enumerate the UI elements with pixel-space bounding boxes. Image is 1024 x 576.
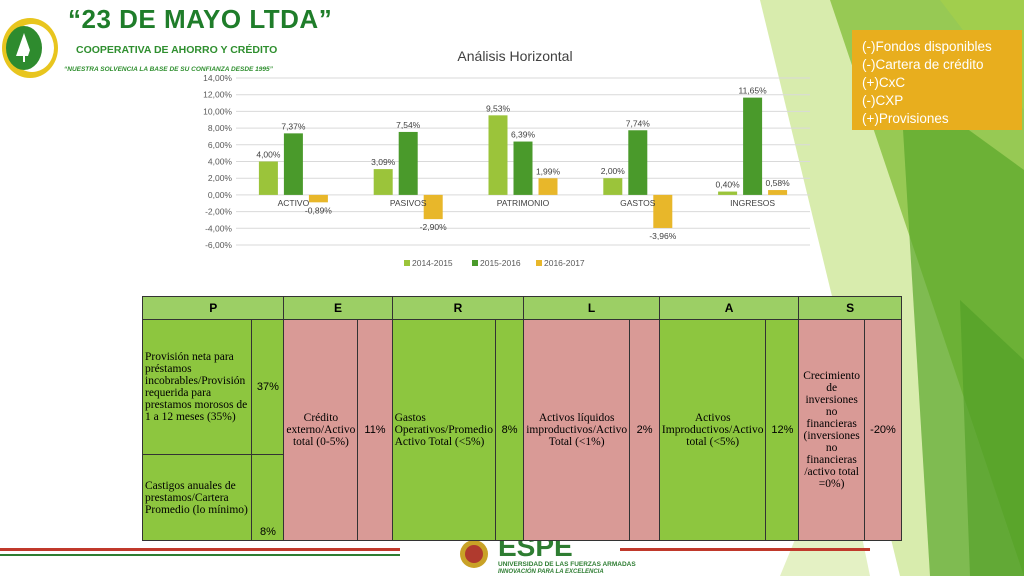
- s-value: -20%: [864, 319, 902, 541]
- bar: [513, 141, 533, 195]
- y-tick-label: 2,00%: [208, 173, 233, 183]
- footer-red-line: [620, 548, 870, 551]
- bar: [653, 194, 673, 228]
- perlas-table: P E R L A S Provisión neta para préstamo…: [141, 296, 902, 541]
- data-label: 7,54%: [396, 120, 421, 130]
- legend-swatch: [536, 260, 542, 266]
- data-label: 0,58%: [766, 178, 791, 188]
- bar: [308, 194, 328, 203]
- bar: [258, 161, 278, 195]
- y-tick-label: -2,00%: [205, 207, 232, 217]
- legend-swatch: [404, 260, 410, 266]
- bar: [423, 194, 443, 220]
- r-label: Gastos Operativos/Promedio Activo Total …: [391, 319, 496, 541]
- university-motto: INNOVACIÓN PARA LA EXCELENCIA: [498, 568, 604, 575]
- data-label: 6,39%: [511, 130, 536, 140]
- university-crest-icon: [460, 540, 488, 568]
- bar: [488, 115, 508, 195]
- footer-band: ESPE UNIVERSIDAD DE LAS FUERZAS ARMADAS …: [0, 540, 870, 575]
- bar: [283, 133, 303, 195]
- data-label: 11,65%: [738, 86, 767, 96]
- data-label: 7,74%: [626, 118, 651, 128]
- data-label: -0,89%: [305, 205, 332, 215]
- data-label: 2,00%: [601, 166, 626, 176]
- e-label: Crédito externo/Activo total (0-5%): [283, 319, 359, 541]
- cooperative-logo: [2, 18, 58, 78]
- category-label: PASIVOS: [390, 198, 427, 208]
- y-tick-label: 8,00%: [208, 123, 233, 133]
- y-tick-label: 12,00%: [203, 90, 232, 100]
- y-tick-label: 0,00%: [208, 190, 233, 200]
- data-label: 9,53%: [486, 103, 511, 113]
- legend-label: 2016-2017: [544, 258, 585, 268]
- legend-label: 2015-2016: [480, 258, 521, 268]
- category-label: INGRESOS: [730, 198, 775, 208]
- bar: [398, 131, 418, 195]
- header-l: L: [523, 296, 660, 320]
- data-label: 1,99%: [536, 166, 561, 176]
- data-label: 7,37%: [281, 121, 306, 131]
- footer-red-line: [0, 548, 400, 551]
- a-value: 12%: [765, 319, 800, 541]
- bar: [718, 191, 738, 195]
- e-value: 11%: [357, 319, 393, 541]
- bar: [628, 130, 648, 195]
- header-e: E: [283, 296, 393, 320]
- bar: [538, 178, 558, 195]
- data-label: -2,90%: [420, 222, 447, 232]
- brand-slogan: “NUESTRA SOLVENCIA LA BASE DE SU CONFIAN…: [64, 66, 273, 73]
- bar: [603, 178, 623, 195]
- category-label: GASTOS: [620, 198, 656, 208]
- a-label: Activos Improductivos/Activo total (<5%): [658, 319, 767, 541]
- adjustments-box: (-)Fondos disponibles (-)Cartera de créd…: [852, 30, 1022, 130]
- data-label: 3,09%: [371, 157, 396, 167]
- s-label: Crecimiento de inversiones no financiera…: [798, 319, 865, 541]
- bar: [768, 190, 788, 195]
- l-label: Activos líquidos improductivos/Activo To…: [523, 319, 631, 541]
- p1-value: 37%: [251, 319, 285, 455]
- brand-subtitle: COOPERATIVA DE AHORRO Y CRÉDITO: [76, 44, 278, 56]
- data-label: 0,40%: [716, 180, 741, 190]
- y-tick-label: -6,00%: [205, 240, 232, 250]
- horizontal-analysis-chart: Análisis Horizontal 14,00% 12,00% 10,00% 8,…: [190, 40, 840, 280]
- p2-label: Castigos anuales de prestamos/Cartera Pr…: [141, 454, 253, 541]
- y-tick-label: 6,00%: [208, 140, 233, 150]
- p1-label: Provisión neta para préstamos incobrable…: [141, 319, 253, 455]
- header-p: P: [141, 296, 285, 320]
- adjustment-item: (-)CXP: [862, 93, 904, 108]
- l-value: 2%: [629, 319, 660, 541]
- bar: [743, 97, 763, 195]
- category-label: ACTIVO: [278, 198, 310, 208]
- header-a: A: [658, 296, 800, 320]
- adjustment-item: (-)Fondos disponibles: [862, 39, 992, 54]
- university-name: UNIVERSIDAD DE LAS FUERZAS ARMADAS: [498, 561, 636, 568]
- bar: [373, 169, 393, 195]
- header-s: S: [798, 296, 902, 320]
- legend-swatch: [472, 260, 478, 266]
- y-tick-label: 10,00%: [203, 106, 232, 116]
- table-header-row: P E R L A S: [141, 296, 902, 320]
- category-label: PATRIMONIO: [497, 198, 550, 208]
- adjustment-item: (+)CxC: [862, 75, 906, 90]
- legend-label: 2014-2015: [412, 258, 453, 268]
- data-label: 4,00%: [256, 150, 281, 160]
- adjustment-item: (+)Provisiones: [862, 111, 949, 126]
- header-r: R: [391, 296, 525, 320]
- chart-title: Análisis Horizontal: [457, 48, 573, 64]
- table-row: Provisión neta para préstamos incobrable…: [141, 319, 902, 541]
- r-value: 8%: [494, 319, 525, 541]
- y-tick-label: 14,00%: [203, 73, 232, 83]
- data-label: -3,96%: [649, 231, 676, 241]
- footer-green-line: [0, 554, 400, 556]
- adjustment-item: (-)Cartera de crédito: [862, 57, 984, 72]
- brand-title: “23 DE MAYO LTDA”: [68, 4, 333, 34]
- p2-value: 8%: [251, 454, 285, 541]
- chart-plot: 14,00% 12,00% 10,00% 8,00% 6,00% 4,00% 2,00% 0,…: [203, 73, 810, 268]
- table-row: Castigos anuales de prestamos/Cartera Pr…: [141, 454, 902, 541]
- y-tick-label: 4,00%: [208, 157, 233, 167]
- espe-logo: ESPE: [498, 540, 573, 562]
- y-tick-label: -4,00%: [205, 223, 232, 233]
